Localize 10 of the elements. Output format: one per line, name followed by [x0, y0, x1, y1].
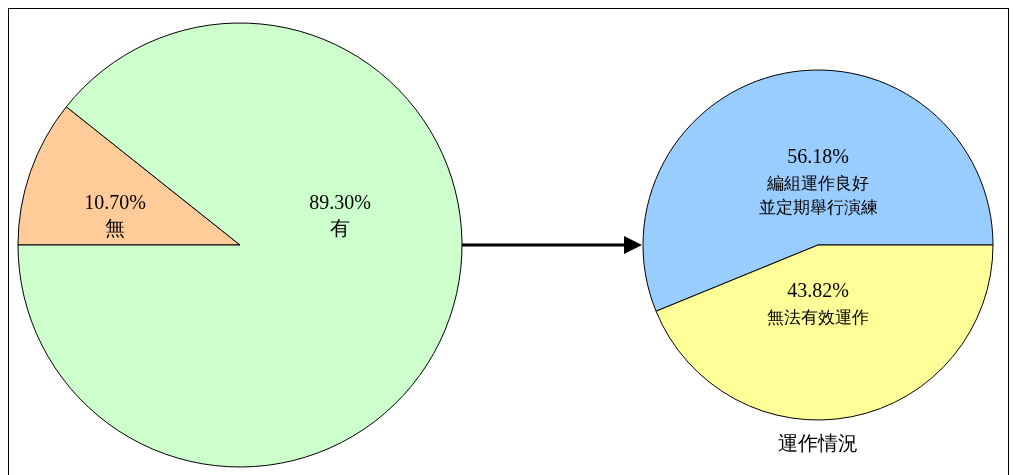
- data-label: 10.70%: [84, 191, 146, 213]
- data-label: 89.30%: [309, 191, 371, 213]
- text: 運作情況: [778, 431, 858, 455]
- data-label: 43.82%: [787, 279, 849, 301]
- slice-label: 編組運作良好並定期舉行演練: [758, 173, 878, 217]
- data-label: 56.18%: [787, 145, 849, 167]
- pie-slice: [17, 22, 463, 468]
- slice-label: 有: [330, 216, 350, 240]
- slice-label: 無: [105, 216, 125, 240]
- slice-label: 無法有效運作: [767, 307, 869, 327]
